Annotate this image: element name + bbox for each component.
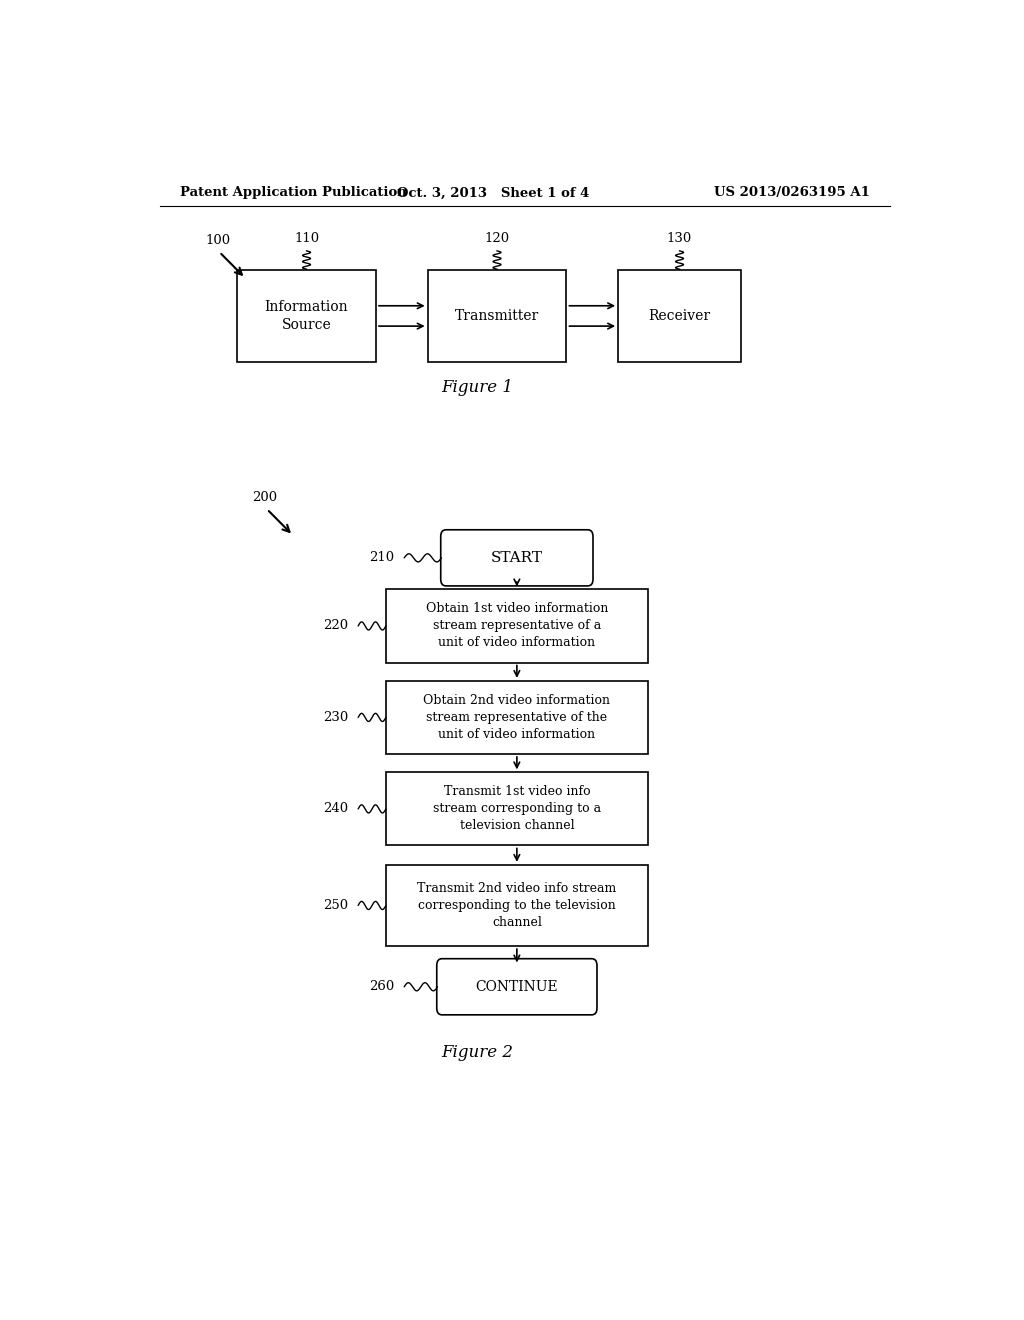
Text: Transmitter: Transmitter <box>455 309 540 323</box>
Text: CONTINUE: CONTINUE <box>475 979 558 994</box>
Text: Figure 1: Figure 1 <box>441 379 513 396</box>
Text: 210: 210 <box>370 552 394 565</box>
Text: Oct. 3, 2013   Sheet 1 of 4: Oct. 3, 2013 Sheet 1 of 4 <box>397 186 589 199</box>
Text: Information
Source: Information Source <box>265 300 348 333</box>
Text: US 2013/0263195 A1: US 2013/0263195 A1 <box>714 186 870 199</box>
Text: 130: 130 <box>667 232 692 244</box>
FancyBboxPatch shape <box>238 271 376 362</box>
Text: Obtain 2nd video information
stream representative of the
unit of video informat: Obtain 2nd video information stream repr… <box>423 694 610 741</box>
FancyBboxPatch shape <box>386 772 648 846</box>
Text: 100: 100 <box>205 234 230 247</box>
FancyBboxPatch shape <box>618 271 741 362</box>
Text: Transmit 1st video info
stream corresponding to a
television channel: Transmit 1st video info stream correspon… <box>433 785 601 833</box>
FancyBboxPatch shape <box>386 681 648 754</box>
FancyBboxPatch shape <box>386 589 648 663</box>
Text: 220: 220 <box>324 619 348 632</box>
Text: 200: 200 <box>253 491 278 504</box>
Text: Obtain 1st video information
stream representative of a
unit of video informatio: Obtain 1st video information stream repr… <box>426 602 608 649</box>
Text: 240: 240 <box>324 803 348 816</box>
FancyBboxPatch shape <box>437 958 597 1015</box>
FancyBboxPatch shape <box>428 271 566 362</box>
Text: 110: 110 <box>294 232 319 244</box>
Text: 230: 230 <box>324 711 348 723</box>
Text: Receiver: Receiver <box>648 309 711 323</box>
FancyBboxPatch shape <box>386 865 648 946</box>
Text: Figure 2: Figure 2 <box>441 1044 513 1061</box>
Text: 120: 120 <box>484 232 510 244</box>
Text: START: START <box>490 550 543 565</box>
Text: Patent Application Publication: Patent Application Publication <box>179 186 407 199</box>
FancyBboxPatch shape <box>440 529 593 586</box>
Text: Transmit 2nd video info stream
corresponding to the television
channel: Transmit 2nd video info stream correspon… <box>417 882 616 929</box>
Text: 250: 250 <box>324 899 348 912</box>
Text: 260: 260 <box>370 981 394 993</box>
